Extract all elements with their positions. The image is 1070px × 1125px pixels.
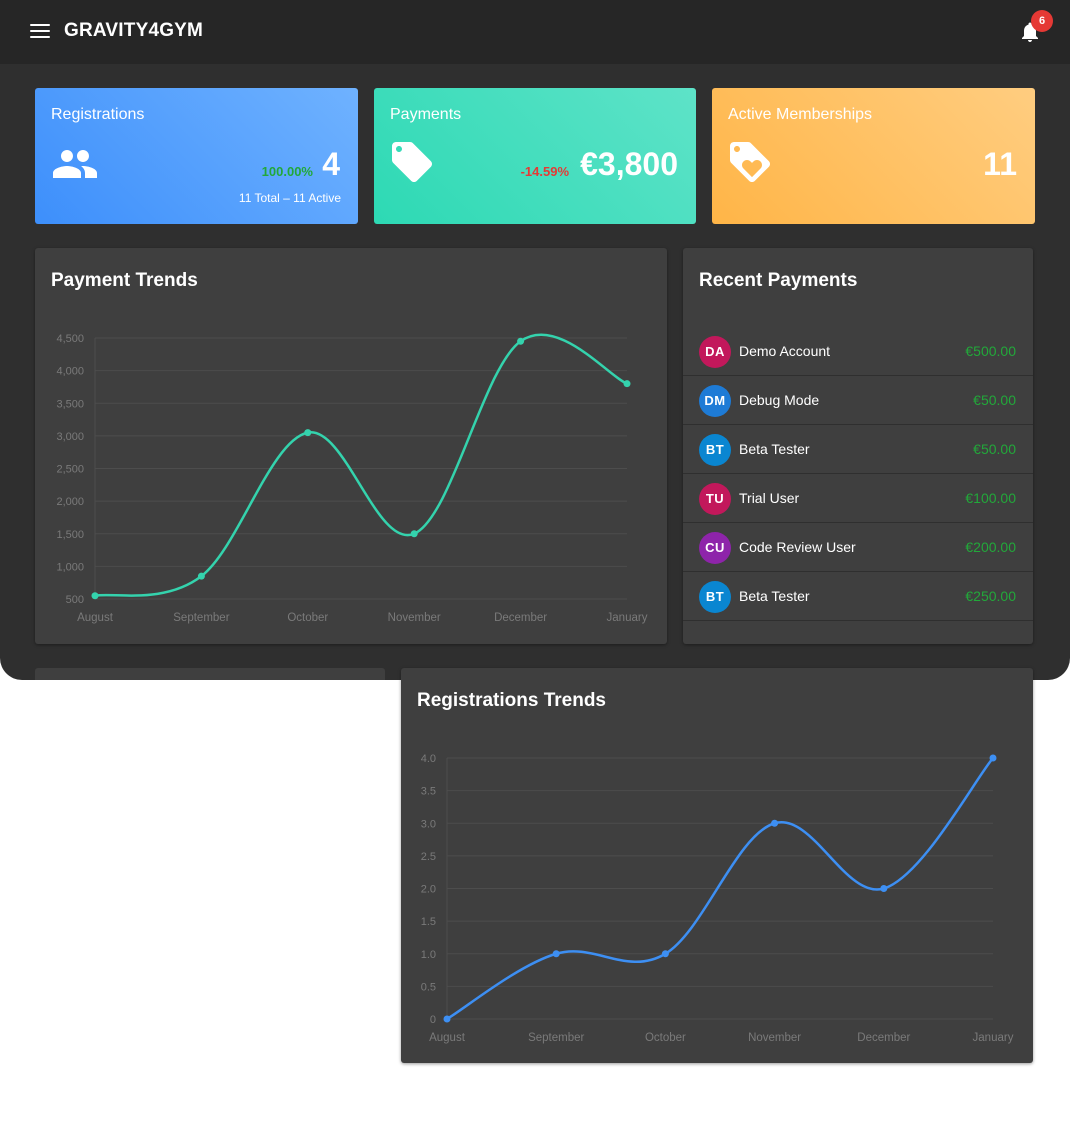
payment-amount: €100.00 — [965, 490, 1016, 506]
y-tick-label: 500 — [66, 594, 84, 606]
data-point[interactable] — [771, 819, 779, 827]
stat-value: 11 — [983, 146, 1017, 182]
stat-label: Registrations — [51, 106, 145, 123]
data-point[interactable] — [552, 950, 560, 958]
x-tick-label: December — [494, 612, 547, 624]
stat-subtitle: 11 Total – 11 Active — [238, 191, 341, 205]
avatar: TU — [699, 483, 731, 515]
data-point[interactable] — [989, 754, 997, 762]
stat-percent: 100.00% — [261, 164, 313, 179]
stat-label: Payments — [390, 106, 462, 123]
registrations-trends-card: Registrations Trends 0 0.5 1.0 1.5 2.0 2.5 3.0… — [401, 668, 1033, 1063]
payer-name: Beta Tester — [739, 441, 810, 457]
y-tick-label: 2.5 — [421, 851, 436, 863]
y-tick-label: 1.0 — [421, 949, 436, 961]
y-tick-label: 3,000 — [56, 431, 84, 443]
stat-label: Active Memberships — [728, 106, 873, 123]
card-stub — [35, 668, 385, 680]
x-tick-label: January — [607, 612, 648, 624]
series-line — [94, 333, 628, 597]
payment-amount: €200.00 — [965, 539, 1016, 555]
payer-name: Demo Account — [739, 343, 831, 359]
payment-row[interactable]: DA Demo Account €500.00 — [683, 327, 1033, 376]
payment-row[interactable]: TU Trial User €100.00 — [683, 474, 1033, 523]
x-tick-label: November — [748, 1032, 801, 1044]
recent-payments-card: Recent Payments DA Demo Account €500.00 DM D… — [683, 248, 1033, 644]
payment-row[interactable]: CU Code Review User €200.00 — [683, 523, 1033, 572]
x-tick-label: December — [857, 1032, 910, 1044]
x-tick-label: September — [173, 612, 229, 624]
stat-percent: -14.59% — [520, 164, 569, 179]
brand-title: GRAVITY4GYM — [64, 20, 204, 41]
tag-icon — [392, 142, 432, 182]
stat-card-registrations: Registrations 100.00% 4 11 Total – 11 Ac… — [35, 88, 358, 224]
series-line — [446, 757, 994, 1021]
stat-value: 4 — [322, 146, 340, 182]
payment-amount: €50.00 — [973, 392, 1016, 408]
y-tick-label: 2,000 — [56, 496, 84, 508]
data-point[interactable] — [304, 429, 312, 437]
card-title: Registrations Trends — [417, 690, 606, 711]
x-tick-label: August — [429, 1032, 466, 1044]
payer-name: Code Review User — [739, 539, 856, 555]
data-point[interactable] — [517, 337, 525, 345]
y-tick-label: 2.0 — [421, 884, 436, 896]
payer-name: Trial User — [739, 490, 800, 506]
payment-amount: €250.00 — [965, 588, 1016, 604]
payment-row[interactable]: BT Beta Tester €50.00 — [683, 425, 1033, 474]
data-point[interactable] — [623, 380, 631, 388]
data-point[interactable] — [197, 572, 205, 580]
avatar: DM — [699, 385, 731, 417]
x-tick-label: January — [973, 1032, 1014, 1044]
data-point[interactable] — [880, 885, 888, 892]
registrations-trends-chart: 0 0.5 1.0 1.5 2.0 2.5 3.0 3.5 4.0 August September… — [421, 753, 1014, 1044]
avatar: CU — [699, 532, 731, 564]
avatar: BT — [699, 581, 731, 613]
y-tick-label: 3,500 — [56, 398, 84, 410]
payment-amount: €50.00 — [973, 441, 1016, 457]
data-point[interactable] — [410, 530, 418, 538]
y-tick-label: 2,500 — [56, 464, 84, 476]
y-tick-label: 1,000 — [56, 561, 84, 573]
y-tick-label: 4,500 — [56, 333, 84, 345]
y-tick-label: 1.5 — [421, 916, 436, 928]
stat-card-memberships: Active Memberships 11 — [712, 88, 1035, 224]
y-tick-label: 3.5 — [421, 786, 436, 798]
y-tick-label: 4,000 — [56, 366, 84, 378]
card-title: Recent Payments — [699, 270, 858, 291]
data-point[interactable] — [91, 592, 99, 600]
y-tick-label: 0.5 — [421, 981, 436, 993]
users-icon — [53, 150, 97, 178]
data-point[interactable] — [661, 950, 669, 958]
notification-badge: 6 — [1031, 10, 1053, 32]
payment-trends-chart: 500 1,000 1,500 2,000 2,500 3,000 3,500 4,000 4,… — [56, 333, 648, 624]
avatar: BT — [699, 434, 731, 466]
y-tick-label: 0 — [430, 1014, 436, 1026]
y-tick-label: 1,500 — [56, 529, 84, 541]
stat-value: €3,800 — [580, 146, 678, 182]
avatar: DA — [699, 336, 731, 368]
y-tick-label: 3.0 — [421, 818, 436, 830]
x-tick-label: November — [388, 612, 441, 624]
x-tick-label: October — [645, 1032, 686, 1044]
payment-amount: €500.00 — [965, 343, 1016, 359]
payment-row[interactable]: BT Beta Tester €250.00 — [683, 572, 1033, 621]
stat-card-payments: Payments -14.59% €3,800 — [374, 88, 696, 224]
payment-row[interactable]: DM Debug Mode €50.00 — [683, 376, 1033, 425]
x-tick-label: September — [528, 1032, 584, 1044]
menu-icon[interactable] — [30, 24, 50, 40]
x-tick-label: August — [77, 612, 114, 624]
data-point[interactable] — [443, 1015, 451, 1023]
payment-trends-card: Payment Trends 500 1,000 1,500 2,000 2,500 3,… — [35, 248, 667, 644]
heart-tag-icon — [730, 142, 770, 182]
top-bar: GRAVITY4GYM 6 — [0, 0, 1070, 64]
app-shell: GRAVITY4GYM 6 Registrations 100.00% 4 11… — [0, 0, 1070, 680]
x-tick-label: October — [287, 612, 328, 624]
payer-name: Debug Mode — [739, 392, 820, 408]
card-title: Payment Trends — [51, 270, 198, 291]
payer-name: Beta Tester — [739, 588, 810, 604]
y-tick-label: 4.0 — [421, 753, 436, 765]
